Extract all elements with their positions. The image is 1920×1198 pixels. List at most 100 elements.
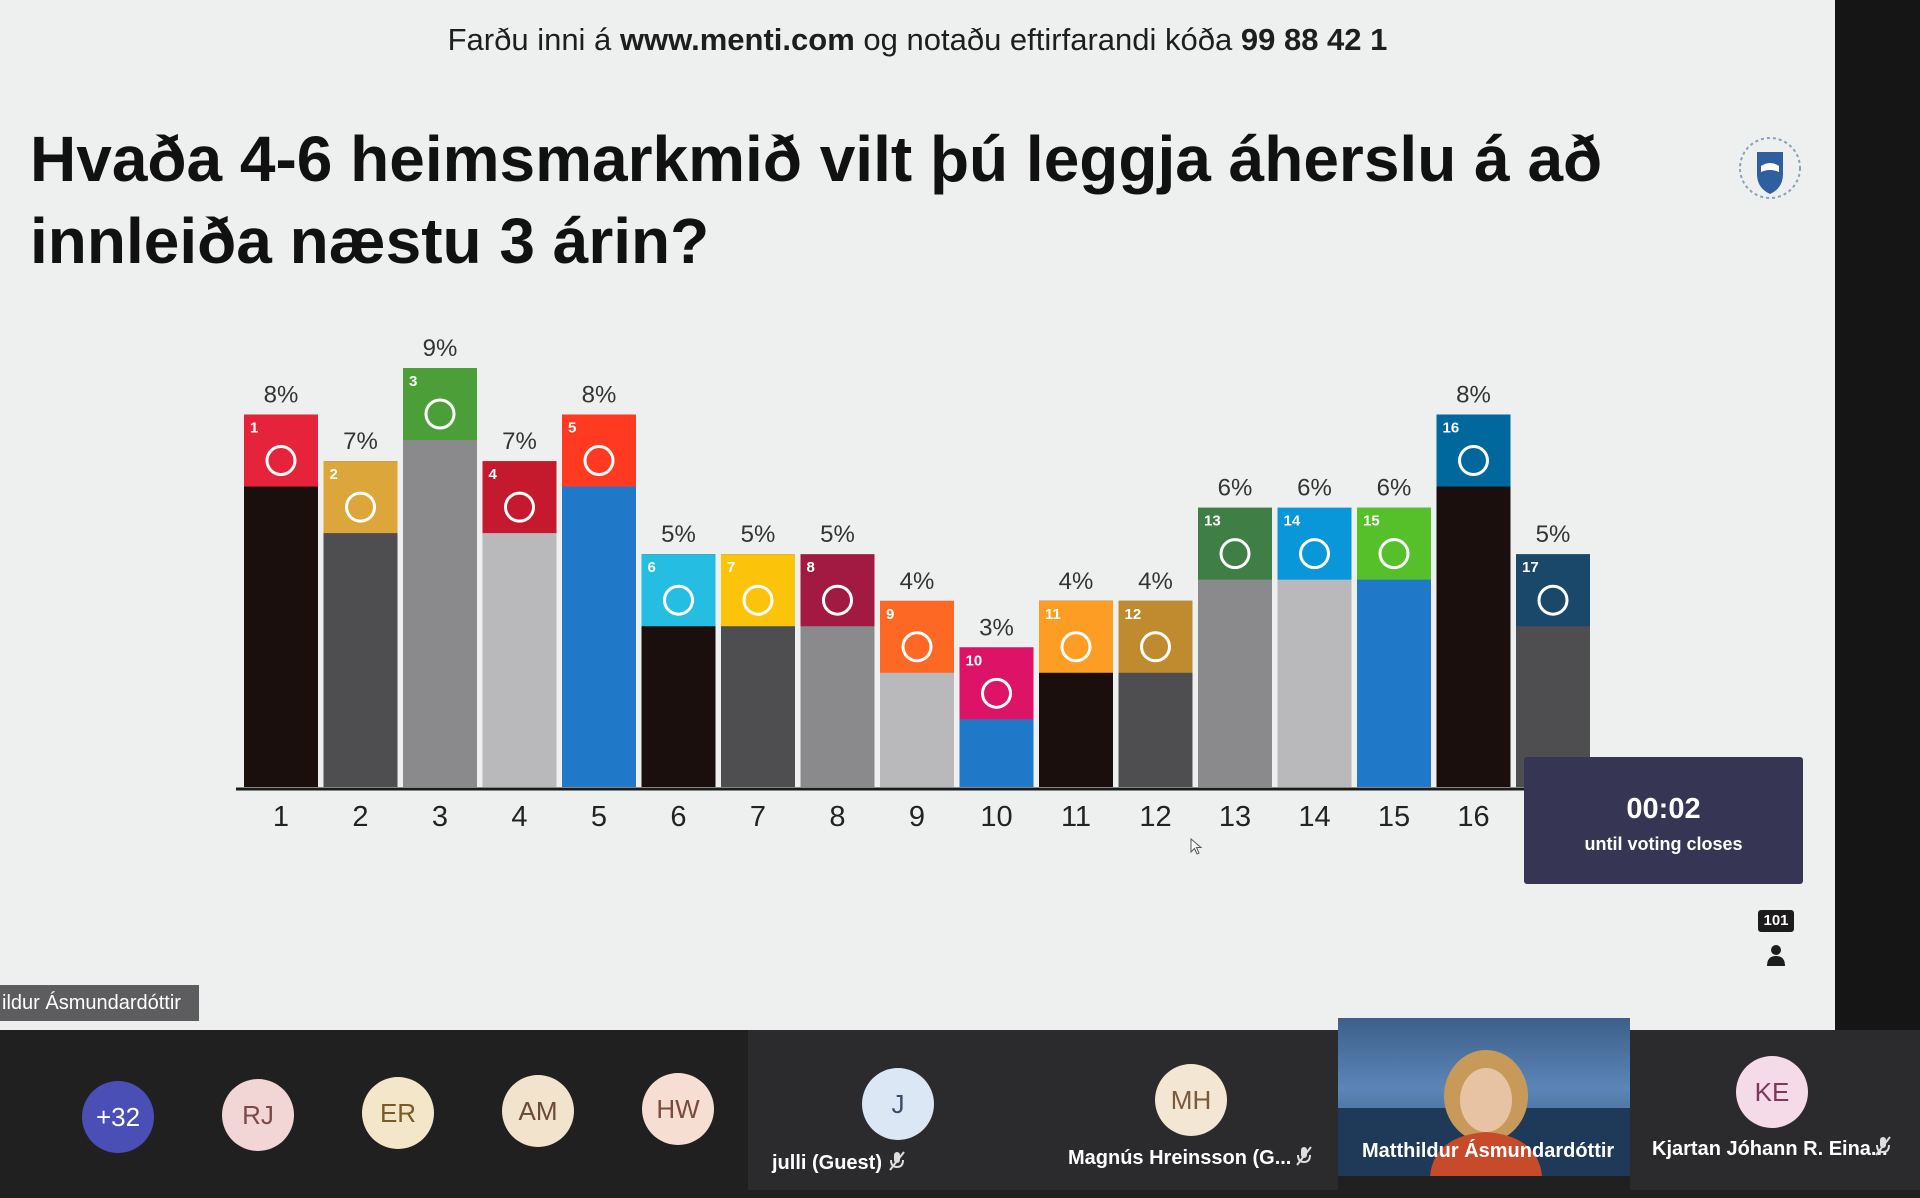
value-label-16: 8% — [1456, 382, 1491, 409]
vote-count-badge: 101 — [1758, 910, 1794, 932]
monitor-edge — [1835, 0, 1920, 1030]
value-label-3: 9% — [423, 335, 458, 362]
participant-avatar-hw[interactable]: HW — [642, 1073, 714, 1145]
sdg-goal-number-15: 15 — [1363, 513, 1380, 530]
value-label-12: 4% — [1138, 568, 1173, 595]
value-label-8: 5% — [820, 521, 855, 548]
x-tick-label-16: 16 — [1457, 801, 1489, 833]
sdg-goal-number-13: 13 — [1204, 513, 1221, 530]
sdg-goal-glyph-5 — [583, 445, 615, 477]
x-tick-label-11: 11 — [1061, 801, 1091, 833]
timer-value: 00:02 — [1626, 793, 1701, 825]
participant-avatar-am[interactable]: AM — [502, 1075, 574, 1147]
participant-avatar-ke[interactable]: KE — [1736, 1056, 1808, 1128]
x-tick-label-4: 4 — [511, 801, 527, 833]
sdg-goal-glyph-4 — [504, 491, 535, 523]
sdg-goal-number-12: 12 — [1125, 606, 1142, 623]
participant-tile-group — [748, 1030, 1338, 1190]
sdg-goal-number-6: 6 — [648, 559, 656, 576]
sdg-goal-number-2: 2 — [330, 466, 338, 483]
sdg-goal-glyph-13 — [1219, 538, 1251, 570]
x-tick-label-13: 13 — [1219, 801, 1251, 833]
sdg-goal-number-3: 3 — [409, 373, 417, 390]
question-title: Hvaða 4-6 heimsmarkmið vilt þú leggja áh… — [30, 123, 1603, 277]
x-tick-label-7: 7 — [750, 801, 766, 833]
sdg-goal-number-16: 16 — [1443, 420, 1460, 437]
sdg-goal-glyph-16 — [1458, 445, 1489, 477]
participant-avatar-er[interactable]: ER — [362, 1077, 434, 1149]
value-label-9: 4% — [900, 568, 935, 595]
sdg-goal-number-5: 5 — [568, 420, 576, 437]
sdg-goal-glyph-9 — [901, 631, 933, 663]
x-tick-label-8: 8 — [829, 801, 845, 833]
value-label-2: 7% — [343, 428, 378, 455]
organization-logo — [1739, 137, 1801, 199]
muted-mic-icon — [1296, 1146, 1312, 1166]
value-label-17: 5% — [1536, 521, 1571, 548]
x-tick-label-12: 12 — [1139, 801, 1171, 833]
mouse-cursor-icon — [1190, 838, 1203, 855]
participant-name-kjartan: Kjartan Jóhann R. Eina... — [1652, 1138, 1888, 1160]
participant-avatar-mh[interactable]: MH — [1155, 1064, 1227, 1136]
sdg-goal-glyph-6 — [663, 584, 694, 616]
sdg-goal-glyph-10 — [981, 677, 1012, 709]
sdg-goal-glyph-15 — [1378, 538, 1410, 570]
sdg-goal-number-10: 10 — [966, 652, 983, 669]
value-label-11: 4% — [1059, 568, 1094, 595]
join-middle: og notaðu eftirfarandi kóða — [863, 22, 1233, 57]
join-url[interactable]: www.menti.com — [619, 22, 855, 57]
sdg-goal-glyph-8 — [822, 584, 853, 616]
sdg-goal-glyph-17 — [1537, 584, 1569, 616]
x-tick-label-5: 5 — [591, 801, 607, 833]
x-tick-label-6: 6 — [670, 801, 686, 833]
video-feed-icon — [1338, 1050, 1630, 1176]
timer-caption: until voting closes — [1584, 834, 1743, 854]
x-tick-label-14: 14 — [1298, 801, 1330, 833]
value-label-1: 8% — [264, 382, 299, 409]
person-icon — [1767, 945, 1785, 966]
muted-mic-icon — [1875, 1136, 1891, 1156]
sdg-goal-number-1: 1 — [250, 420, 258, 437]
sdg-goal-glyph-1 — [265, 445, 297, 477]
value-label-7: 5% — [741, 521, 776, 548]
x-tick-label-10: 10 — [980, 801, 1012, 833]
sdg-goal-glyph-11 — [1060, 631, 1092, 663]
sdg-goal-number-14: 14 — [1284, 513, 1301, 530]
participant-name-matthildur: Matthildur Ásmundardóttir — [1362, 1140, 1615, 1162]
sdg-goal-number-17: 17 — [1522, 559, 1539, 576]
value-label-6: 5% — [661, 521, 696, 548]
participant-name-julli: julli (Guest) — [772, 1152, 882, 1174]
voting-timer: 00:02 until voting closes — [1524, 757, 1803, 884]
value-label-5: 8% — [582, 382, 617, 409]
sdg-goal-number-7: 7 — [727, 559, 735, 576]
x-tick-label-15: 15 — [1378, 801, 1410, 833]
sdg-goal-glyph-7 — [742, 584, 774, 616]
x-tick-label-3: 3 — [432, 801, 448, 833]
participant-video-matthildur[interactable]: Matthildur Ásmundardóttir — [1338, 1018, 1630, 1176]
sdg-goal-glyph-3 — [424, 398, 456, 430]
sdg-goal-glyph-14 — [1299, 538, 1330, 570]
sdg-goal-glyph-12 — [1140, 631, 1171, 663]
participant-avatar-j[interactable]: J — [862, 1068, 934, 1140]
more-participants-button[interactable]: +32 — [82, 1081, 154, 1153]
sdg-goal-number-11: 11 — [1045, 606, 1061, 623]
muted-mic-icon — [889, 1151, 905, 1171]
join-code: 99 88 42 1 — [1240, 22, 1388, 57]
active-speaker-label: ildur Ásmundardóttir — [0, 985, 199, 1021]
x-tick-label-9: 9 — [909, 801, 925, 833]
value-label-10: 3% — [979, 614, 1014, 641]
value-label-13: 6% — [1218, 475, 1253, 502]
sdg-goal-number-4: 4 — [489, 466, 498, 483]
join-instruction: Farðu inni á www.menti.com og notaðu eft… — [0, 22, 1835, 58]
sdg-goal-number-8: 8 — [807, 559, 815, 576]
x-tick-label-1: 1 — [273, 801, 289, 833]
participant-name-magnus: Magnús Hreinsson (G... — [1068, 1147, 1292, 1169]
join-prefix: Farðu inni á — [447, 22, 612, 57]
value-label-4: 7% — [502, 428, 537, 455]
x-tick-label-2: 2 — [352, 801, 368, 833]
participant-avatar-rj[interactable]: RJ — [222, 1079, 294, 1151]
value-label-15: 6% — [1377, 475, 1412, 502]
value-label-14: 6% — [1297, 475, 1332, 502]
sdg-goal-glyph-2 — [345, 491, 376, 523]
